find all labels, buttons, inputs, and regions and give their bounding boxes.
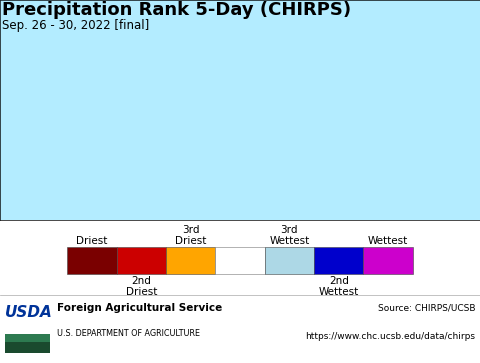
Text: 3rd
Wettest: 3rd Wettest xyxy=(269,225,310,245)
Bar xyxy=(5,334,50,342)
Bar xyxy=(5,334,50,353)
Text: USDA: USDA xyxy=(5,305,52,320)
Text: Foreign Agricultural Service: Foreign Agricultural Service xyxy=(57,303,222,313)
Text: https://www.chc.ucsb.edu/data/chirps: https://www.chc.ucsb.edu/data/chirps xyxy=(305,332,475,341)
Text: Driest: Driest xyxy=(76,236,108,245)
Text: Sep. 26 - 30, 2022 [final]: Sep. 26 - 30, 2022 [final] xyxy=(2,19,150,32)
Bar xyxy=(117,247,166,274)
Bar xyxy=(166,247,216,274)
Bar xyxy=(314,247,363,274)
Text: Wettest: Wettest xyxy=(368,236,408,245)
Text: U.S. DEPARTMENT OF AGRICULTURE: U.S. DEPARTMENT OF AGRICULTURE xyxy=(57,329,200,338)
Text: 3rd
Driest: 3rd Driest xyxy=(175,225,206,245)
Text: Precipitation Rank 5-Day (CHIRPS): Precipitation Rank 5-Day (CHIRPS) xyxy=(2,1,351,19)
Bar xyxy=(363,247,413,274)
Bar xyxy=(216,247,264,274)
Text: 2nd
Driest: 2nd Driest xyxy=(126,276,157,297)
Bar xyxy=(67,247,117,274)
Text: Source: CHIRPS/UCSB: Source: CHIRPS/UCSB xyxy=(378,303,475,312)
Text: 2nd
Wettest: 2nd Wettest xyxy=(319,276,359,297)
Bar xyxy=(264,247,314,274)
